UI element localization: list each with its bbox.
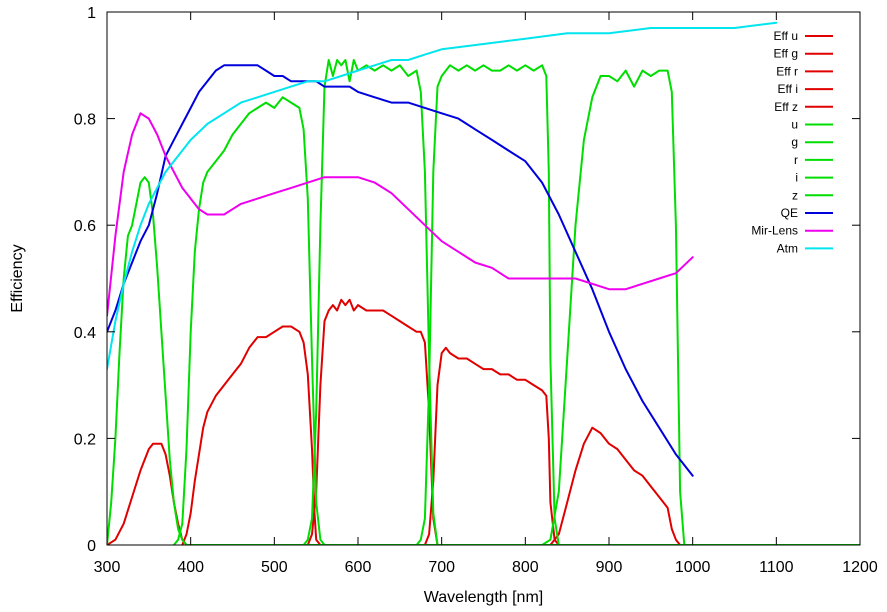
x-tick-label: 700 — [428, 559, 455, 576]
x-tick-label: 1200 — [842, 559, 878, 576]
series-line-atm — [107, 21, 778, 371]
legend-label: QE — [781, 206, 798, 220]
legend-label: Eff u — [774, 29, 798, 43]
series-line-z — [541, 69, 860, 545]
legend-label: Eff g — [774, 47, 798, 61]
series-layer — [107, 21, 860, 545]
legend-label: Atm — [777, 241, 798, 255]
legend-label: Eff r — [776, 64, 798, 78]
series-line-eff-u — [107, 442, 860, 545]
x-tick-label: 1000 — [675, 559, 711, 576]
x-tick-label: 800 — [512, 559, 539, 576]
series-line-eff-z — [541, 426, 860, 545]
legend-label: i — [795, 171, 798, 185]
legend-label: Mir-Lens — [751, 224, 798, 238]
x-tick-label: 1100 — [759, 559, 794, 576]
x-tick-label: 600 — [345, 559, 372, 576]
x-tick-label: 300 — [94, 559, 121, 576]
y-tick-label: 0.2 — [74, 431, 96, 448]
y-tick-label: 0.4 — [74, 325, 96, 342]
y-tick-label: 1 — [87, 5, 96, 22]
x-tick-label: 500 — [261, 559, 288, 576]
y-tick-label: 0 — [87, 538, 96, 555]
legend-label: u — [791, 118, 798, 132]
series-line-eff-r — [306, 298, 860, 545]
legend-label: Eff i — [778, 82, 798, 96]
series-line-eff-g — [181, 325, 860, 545]
legend-label: r — [794, 153, 798, 167]
series-line-mir-lens — [107, 112, 694, 317]
x-tick-label: 900 — [596, 559, 623, 576]
x-tick-label: 400 — [177, 559, 204, 576]
series-line-r — [302, 59, 860, 545]
ticks-layer: 300 400 500 600 700 800 900 1000 1100 1200 0 0.2 0.4… — [74, 5, 878, 576]
y-tick-label: 0.6 — [74, 218, 96, 235]
series-line-g — [172, 96, 860, 545]
legend-label: z — [792, 188, 798, 202]
series-line-i — [415, 64, 860, 545]
plot-frame — [106, 11, 861, 546]
legend-label: g — [791, 135, 798, 149]
series-line-qe — [107, 64, 694, 477]
x-axis-title: Wavelength [nm] — [424, 589, 543, 606]
series-line-u — [107, 176, 860, 545]
legend-label: Eff z — [774, 100, 798, 114]
y-axis-title: Efficiency — [9, 244, 26, 312]
series-line-eff-i — [423, 346, 860, 545]
y-tick-label: 0.8 — [74, 112, 96, 129]
